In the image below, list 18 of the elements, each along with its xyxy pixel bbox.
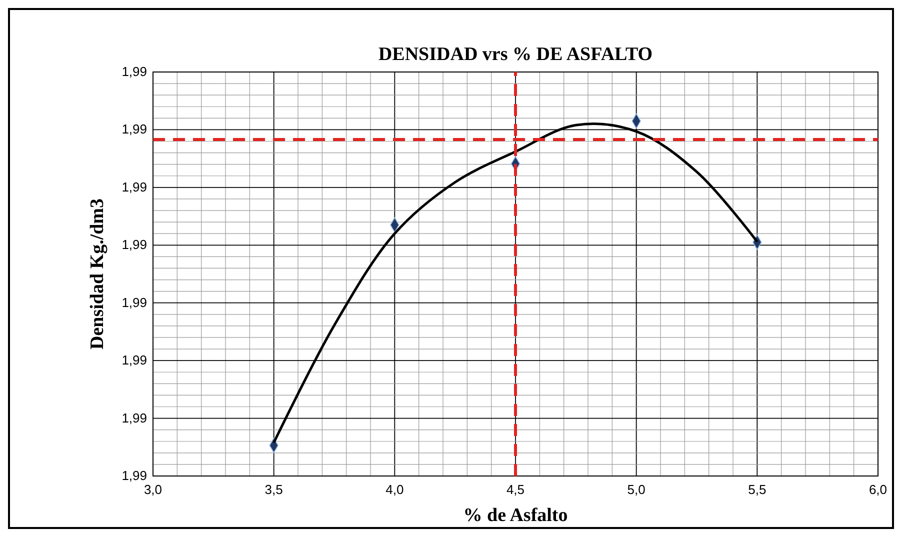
y-tick-label: 1,99 [122, 352, 147, 368]
x-tick-label: 5,0 [627, 482, 646, 497]
y-axis-title: Densidad Kg./dm3 [87, 198, 108, 350]
y-tick-label: 1,99 [122, 179, 147, 194]
y-tick-label: 1,99 [122, 64, 147, 79]
chart-title: DENSIDAD vrs % DE ASFALTO [378, 44, 653, 65]
x-tick-label: 4,0 [386, 482, 404, 497]
y-tick-label: 1,99 [122, 468, 147, 483]
x-tick-label: 3,5 [264, 482, 283, 497]
x-tick-label: 6,0 [868, 482, 888, 497]
y-tick-label: 1,99 [122, 294, 147, 310]
y-tick-label: 1,99 [122, 122, 147, 137]
y-tick-label: 1,99 [122, 237, 147, 252]
y-tick-label: 1,99 [122, 410, 147, 426]
x-tick-label: 5,5 [748, 482, 766, 497]
x-axis-title: % de Asfalto [463, 505, 568, 526]
x-tick-label: 3,0 [144, 482, 162, 497]
x-tick-label: 4,5 [506, 482, 525, 497]
